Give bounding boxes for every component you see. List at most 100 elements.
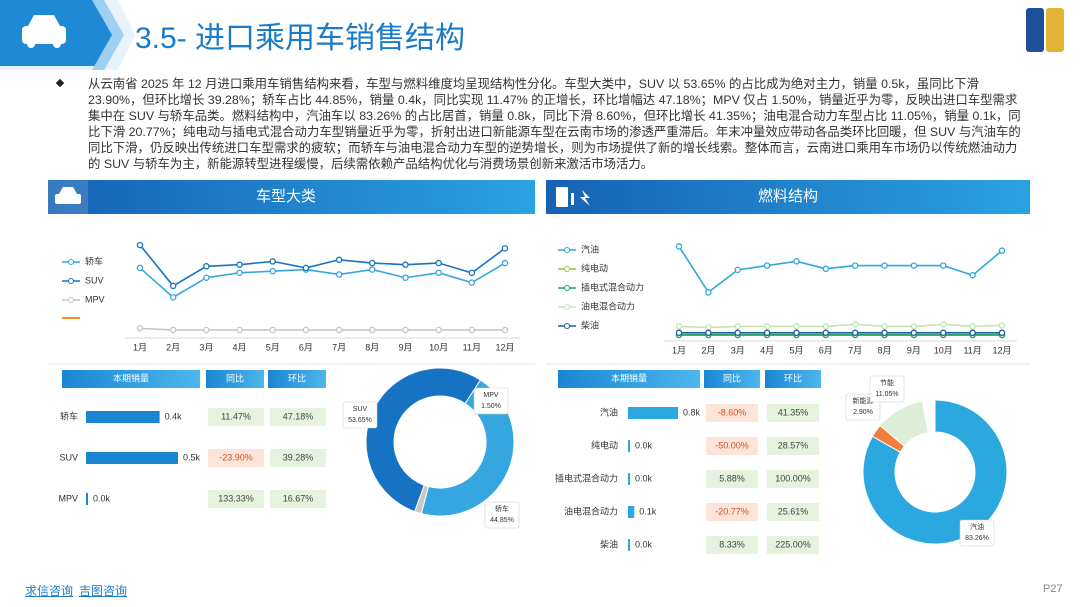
section-bar [48, 180, 535, 214]
value-label: 0.5k [183, 452, 201, 462]
mom-label: 16.67% [283, 493, 314, 503]
point [136, 241, 144, 249]
footer-link[interactable]: 吉图咨询 [79, 584, 128, 598]
section-title: 燃料结构 [758, 187, 818, 205]
column-header-label: 同比 [226, 372, 244, 383]
yoy-label: -20.77% [715, 506, 749, 516]
point [705, 329, 712, 337]
point [998, 247, 1006, 254]
x-tick-label: 5月 [266, 342, 280, 352]
bar [86, 452, 178, 464]
donut-segment [862, 399, 1008, 545]
page-number: P27 [1043, 583, 1063, 595]
point [335, 271, 343, 278]
point [998, 329, 1006, 337]
x-tick-label: 1月 [672, 345, 686, 355]
x-tick-label: 12月 [992, 345, 1011, 355]
yoy-label: 8.33% [719, 539, 745, 549]
column-header-label: 同比 [723, 372, 741, 383]
point [675, 243, 683, 250]
legend-label: MPV [85, 294, 105, 304]
point [910, 329, 918, 337]
legend-marker [68, 278, 74, 284]
callout-box [869, 375, 905, 403]
yoy-cell [208, 449, 264, 467]
callout-box [473, 387, 509, 415]
legend-label: 柴油 [581, 319, 599, 330]
mom-cell [270, 449, 326, 467]
callout-name: MPV [483, 392, 499, 399]
mom-label: 100.00% [775, 473, 811, 483]
legend-label: SUV [85, 275, 104, 285]
point [136, 325, 144, 332]
legend-marker [564, 323, 570, 329]
bar [628, 473, 630, 485]
x-tick-label: 2月 [701, 345, 715, 355]
point [169, 282, 177, 290]
mom-cell [270, 408, 326, 426]
category-label: 轿车 [60, 410, 78, 421]
column-header [558, 370, 700, 388]
mom-cell [767, 470, 819, 488]
category-label: 纯电动 [591, 439, 618, 450]
x-tick-label: 2月 [166, 342, 180, 352]
section-title: 车型大类 [256, 188, 316, 205]
callout-value: 1.50% [481, 403, 501, 410]
section-bar [546, 180, 1030, 214]
yoy-label: -23.90% [219, 452, 253, 462]
point [468, 269, 476, 277]
legend-marker [68, 297, 74, 303]
point [940, 262, 947, 269]
bar [628, 539, 630, 551]
point [501, 326, 509, 334]
series-line [139, 244, 506, 287]
legend-marker [564, 247, 570, 253]
column-header [704, 370, 760, 388]
footer-link[interactable]: 求信咨询 [25, 584, 74, 598]
point [822, 329, 830, 337]
point [675, 329, 683, 337]
yoy-cell [706, 470, 758, 488]
value-label: 0.0k [635, 473, 653, 483]
yoy-cell [706, 404, 758, 422]
point [940, 321, 947, 328]
mom-label: 28.57% [778, 440, 809, 450]
yoy-cell [706, 503, 758, 521]
callout-name: SUV [353, 406, 368, 413]
point [203, 274, 210, 281]
legend-label: 轿车 [85, 255, 103, 266]
bar [628, 440, 630, 452]
x-tick-label: 6月 [819, 345, 833, 355]
point [763, 262, 771, 269]
point [763, 323, 771, 330]
value-label: 0.4k [165, 411, 183, 421]
yoy-label: -50.00% [715, 440, 749, 450]
point [269, 267, 276, 275]
summary: 从云南省 2025 年 12 月进口乘用车销售结构来看，车型与燃料维度均呈现结构… [88, 77, 1021, 171]
column-header [765, 370, 821, 388]
point [402, 274, 409, 281]
mom-cell [767, 536, 819, 554]
callout-box [342, 401, 378, 429]
point [302, 264, 310, 272]
point [435, 259, 442, 267]
x-tick-label: 4月 [760, 345, 774, 355]
point [881, 262, 888, 269]
point [369, 259, 376, 267]
callout-box [959, 519, 995, 547]
point [402, 261, 409, 268]
mom-label: 41.35% [778, 407, 809, 417]
series-line [678, 245, 1003, 294]
point [881, 323, 888, 330]
x-tick-label: 10月 [934, 345, 953, 355]
yoy-cell [208, 408, 264, 426]
point [369, 266, 376, 273]
category-label: MPV [58, 493, 78, 503]
x-tick-label: 4月 [233, 342, 247, 352]
point [269, 326, 276, 334]
point [269, 258, 276, 265]
donut-segment [879, 400, 929, 447]
legend-label: 汽油 [581, 243, 599, 254]
mom-label: 39.28% [283, 452, 314, 462]
